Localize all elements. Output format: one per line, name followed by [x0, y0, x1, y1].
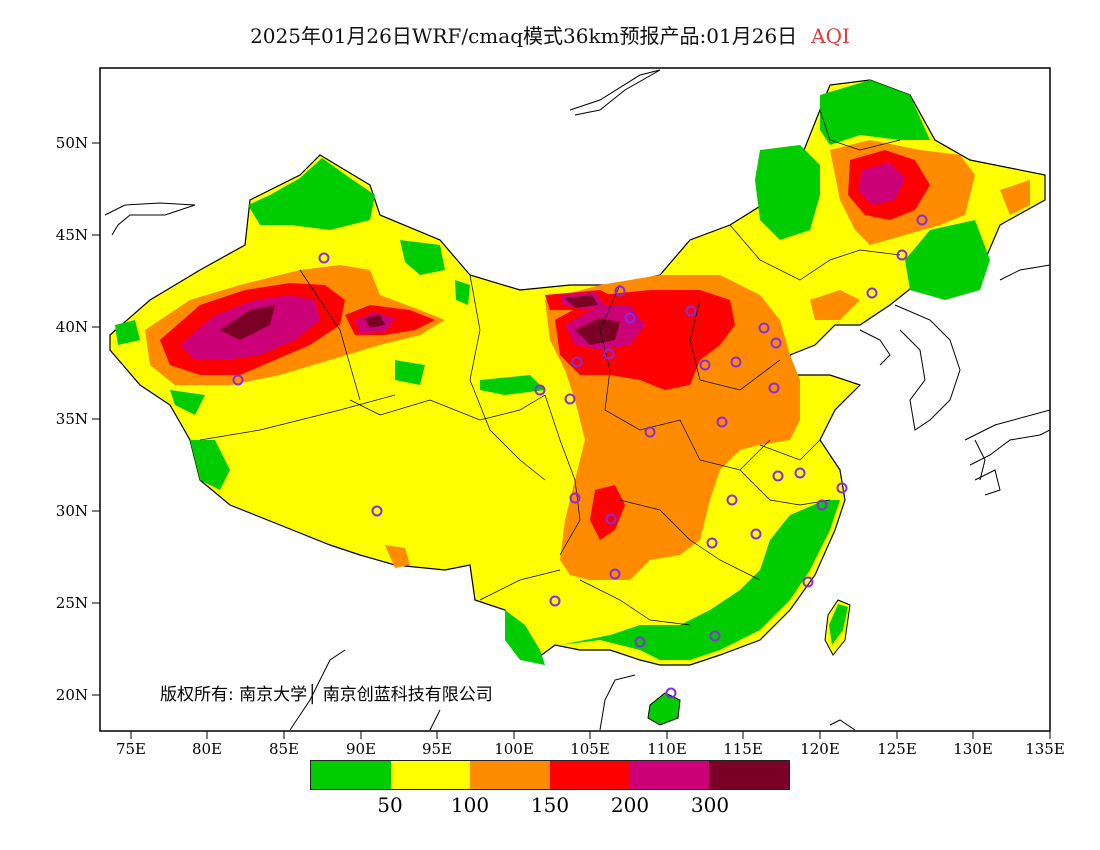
map-content [104, 69, 1050, 731]
color-legend [310, 760, 790, 790]
station-marker [564, 393, 576, 405]
lat-tick-label: 20N [56, 686, 88, 704]
station-marker [609, 568, 621, 580]
province-boundaries [199, 109, 901, 626]
station-marker [534, 384, 546, 396]
station-marker [699, 359, 711, 371]
lon-tick-label: 105E [570, 740, 610, 758]
station-marker [896, 249, 908, 261]
lat-tick-label: 35N [56, 410, 88, 428]
lat-tick-label: 30N [56, 502, 88, 520]
lon-tick-label: 125E [877, 740, 917, 758]
legend-label: 100 [450, 793, 490, 817]
legend-label: 50 [377, 793, 403, 817]
longitude-axis: 75E 80E 85E 90E 95E 100E 105E 110E 115E … [116, 731, 1065, 758]
station-marker [836, 482, 848, 494]
station-marker [549, 595, 561, 607]
station-marker [709, 630, 721, 642]
station-marker [624, 312, 636, 324]
station-marker [605, 513, 617, 525]
lat-tick-label: 50N [56, 134, 88, 152]
lat-tick-label: 45N [56, 226, 88, 244]
station-marker [768, 382, 780, 394]
station-marker [318, 252, 330, 264]
station-marker [916, 214, 928, 226]
station-marker [706, 537, 718, 549]
legend-swatch [709, 761, 790, 789]
station-marker [730, 356, 742, 368]
lon-tick-label: 130E [953, 740, 993, 758]
legend-label: 200 [610, 793, 650, 817]
level-good-regions [115, 80, 990, 665]
lon-tick-label: 120E [800, 740, 840, 758]
legend-swatch [550, 761, 630, 789]
title-product: AQI [811, 24, 850, 48]
station-marker [644, 426, 656, 438]
station-marker [716, 416, 728, 428]
legend-swatch [629, 761, 710, 789]
lat-tick-label: 40N [56, 318, 88, 336]
station-marker [758, 322, 770, 334]
station-marker [866, 287, 878, 299]
latitude-axis: 50N 45N 40N 35N 30N 25N 20N [56, 134, 100, 704]
station-markers [232, 214, 928, 699]
station-marker [802, 576, 814, 588]
map-frame [99, 67, 1051, 732]
title-main: 2025年01月26日WRF/cmaq模式36km预报产品:01月26日 [250, 24, 798, 48]
lat-tick-label: 25N [56, 594, 88, 612]
station-marker [569, 492, 581, 504]
lon-tick-label: 85E [269, 740, 299, 758]
station-marker [750, 528, 762, 540]
level-hazardous-regions [220, 295, 620, 345]
lon-tick-label: 100E [494, 740, 534, 758]
lon-tick-label: 90E [346, 740, 376, 758]
station-marker [794, 467, 806, 479]
map-title: 2025年01月26日WRF/cmaq模式36km预报产品:01月26日 AQI [0, 20, 1100, 49]
legend-swatch [470, 761, 551, 789]
station-marker [816, 499, 828, 511]
lon-tick-label: 110E [647, 740, 687, 758]
station-marker [685, 305, 697, 317]
station-marker [603, 348, 615, 360]
copyright-notice: 版权所有: 南京大学│ 南京创蓝科技有限公司 [160, 685, 493, 705]
neighbor-coastlines [104, 69, 1050, 731]
lon-tick-label: 115E [723, 740, 763, 758]
lon-tick-label: 75E [116, 740, 146, 758]
lon-tick-label: 135E [1025, 740, 1065, 758]
station-marker [232, 374, 244, 386]
station-marker [772, 470, 784, 482]
station-marker [770, 337, 782, 349]
station-marker [371, 505, 383, 517]
legend-swatch [311, 761, 391, 789]
station-marker [571, 356, 583, 368]
station-marker [665, 687, 677, 699]
station-marker [634, 636, 646, 648]
station-marker [726, 494, 738, 506]
station-marker [614, 285, 626, 297]
legend-label: 300 [690, 793, 730, 817]
lon-tick-label: 80E [192, 740, 222, 758]
legend-label: 150 [530, 793, 570, 817]
legend-swatch [390, 761, 471, 789]
hainan [647, 692, 681, 726]
lon-tick-label: 95E [422, 740, 452, 758]
